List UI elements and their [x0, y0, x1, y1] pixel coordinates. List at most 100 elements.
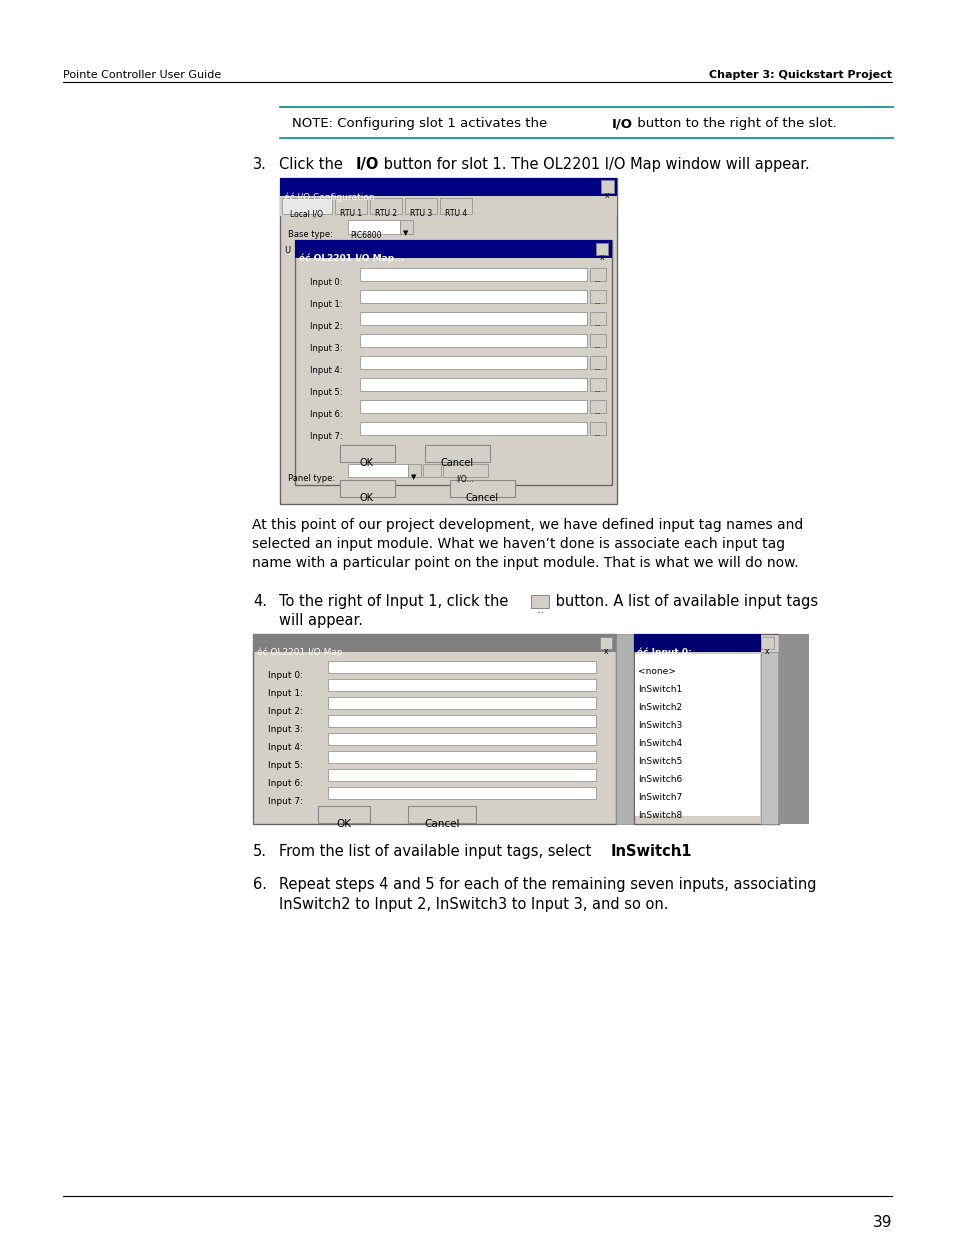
Text: Input 5:: Input 5:: [310, 388, 342, 396]
Bar: [328, 751, 596, 763]
Text: Input 4:: Input 4:: [268, 743, 302, 752]
Text: Input 5:: Input 5:: [268, 761, 303, 769]
Text: Input 0:: Input 0:: [268, 671, 303, 680]
Text: InSwitch1: InSwitch1: [610, 844, 692, 860]
Bar: [328, 715, 596, 727]
Bar: [779, 634, 808, 824]
Text: From the list of available input tags, select: From the list of available input tags, s…: [278, 844, 596, 860]
Bar: [348, 464, 408, 477]
Text: éć OL2201 I/O Map...: éć OL2201 I/O Map...: [256, 647, 351, 657]
Bar: [359, 333, 586, 347]
Bar: [635, 762, 760, 781]
Bar: [531, 595, 548, 608]
Text: Click the: Click the: [278, 157, 347, 172]
Bar: [399, 220, 413, 233]
Bar: [634, 634, 779, 824]
Text: .: .: [677, 844, 681, 860]
Bar: [359, 378, 586, 391]
Text: ...: ...: [594, 299, 600, 305]
Bar: [589, 422, 605, 435]
Bar: [370, 198, 401, 214]
Bar: [339, 445, 395, 462]
Text: Input 0:: Input 0:: [310, 278, 342, 287]
Bar: [339, 480, 395, 496]
Text: Chapter 3: Quickstart Project: Chapter 3: Quickstart Project: [708, 70, 891, 80]
Text: x: x: [764, 647, 768, 656]
Bar: [634, 634, 760, 652]
Bar: [280, 178, 617, 196]
Text: InSwitch3: InSwitch3: [638, 721, 681, 730]
Text: button to the right of the slot.: button to the right of the slot.: [633, 117, 836, 130]
Bar: [599, 637, 612, 650]
Bar: [328, 679, 596, 692]
Bar: [280, 178, 617, 504]
Text: ▼: ▼: [403, 230, 408, 236]
Text: Input 1:: Input 1:: [268, 689, 303, 698]
Bar: [359, 312, 586, 325]
Bar: [359, 422, 586, 435]
Text: U: U: [284, 246, 290, 254]
Bar: [760, 637, 773, 650]
Text: InSwitch7: InSwitch7: [638, 793, 681, 802]
Text: InSwitch8: InSwitch8: [638, 811, 681, 820]
Text: x: x: [603, 647, 608, 656]
Bar: [589, 356, 605, 369]
Bar: [294, 240, 612, 485]
Bar: [635, 708, 760, 726]
Text: I/O...: I/O...: [456, 474, 474, 483]
Text: ...: ...: [594, 431, 600, 437]
Text: To the right of Input 1, click the: To the right of Input 1, click the: [278, 594, 513, 609]
Text: InSwitch6: InSwitch6: [638, 776, 681, 784]
Text: éć Input 0:: éć Input 0:: [637, 647, 691, 657]
Bar: [408, 464, 420, 477]
Text: ▼: ▼: [411, 474, 416, 480]
Bar: [589, 378, 605, 391]
Bar: [635, 672, 760, 690]
Text: I/O: I/O: [612, 117, 633, 130]
Text: x: x: [604, 191, 609, 200]
Text: Input 6:: Input 6:: [268, 779, 303, 788]
Text: RTU 3: RTU 3: [410, 209, 432, 219]
Bar: [282, 198, 332, 214]
Text: Input 2:: Input 2:: [268, 706, 302, 716]
Bar: [359, 290, 586, 303]
Text: At this point of our project development, we have defined input tag names and
se: At this point of our project development…: [252, 517, 802, 569]
Bar: [253, 634, 616, 824]
Text: Cancel: Cancel: [424, 819, 459, 829]
Text: InSwitch2: InSwitch2: [638, 703, 681, 713]
Text: ...: ...: [594, 321, 600, 327]
Bar: [348, 220, 399, 233]
Text: 5.: 5.: [253, 844, 267, 860]
Text: Input 2:: Input 2:: [310, 322, 342, 331]
Text: button for slot 1. The OL2201 I/O Map window will appear.: button for slot 1. The OL2201 I/O Map wi…: [378, 157, 809, 172]
Bar: [294, 240, 612, 258]
Text: ...: ...: [536, 606, 543, 615]
Bar: [635, 726, 760, 743]
Bar: [589, 290, 605, 303]
Bar: [405, 198, 436, 214]
Text: éć I/O Configuration: éć I/O Configuration: [284, 191, 375, 201]
Text: ...: ...: [594, 409, 600, 415]
Text: Input 3:: Input 3:: [310, 345, 342, 353]
Bar: [450, 480, 515, 496]
Text: Base type:: Base type:: [288, 230, 333, 240]
Bar: [616, 634, 634, 824]
Bar: [635, 798, 760, 816]
Text: InSwitch5: InSwitch5: [638, 757, 681, 766]
Text: éć OL2201 I/O Map...: éć OL2201 I/O Map...: [298, 253, 404, 263]
Text: RTU 4: RTU 4: [444, 209, 467, 219]
Text: will appear.: will appear.: [278, 613, 363, 629]
Text: Input 3:: Input 3:: [268, 725, 303, 734]
Text: I/O: I/O: [355, 157, 379, 172]
Bar: [317, 806, 370, 823]
Text: ...: ...: [594, 277, 600, 283]
Text: Input 7:: Input 7:: [268, 797, 303, 806]
Text: OK: OK: [336, 819, 351, 829]
Text: 4.: 4.: [253, 594, 267, 609]
Bar: [635, 743, 760, 762]
Bar: [596, 243, 607, 254]
Text: button. A list of available input tags: button. A list of available input tags: [551, 594, 818, 609]
Bar: [442, 464, 488, 477]
Text: ...: ...: [594, 387, 600, 393]
Text: InSwitch1: InSwitch1: [638, 685, 681, 694]
